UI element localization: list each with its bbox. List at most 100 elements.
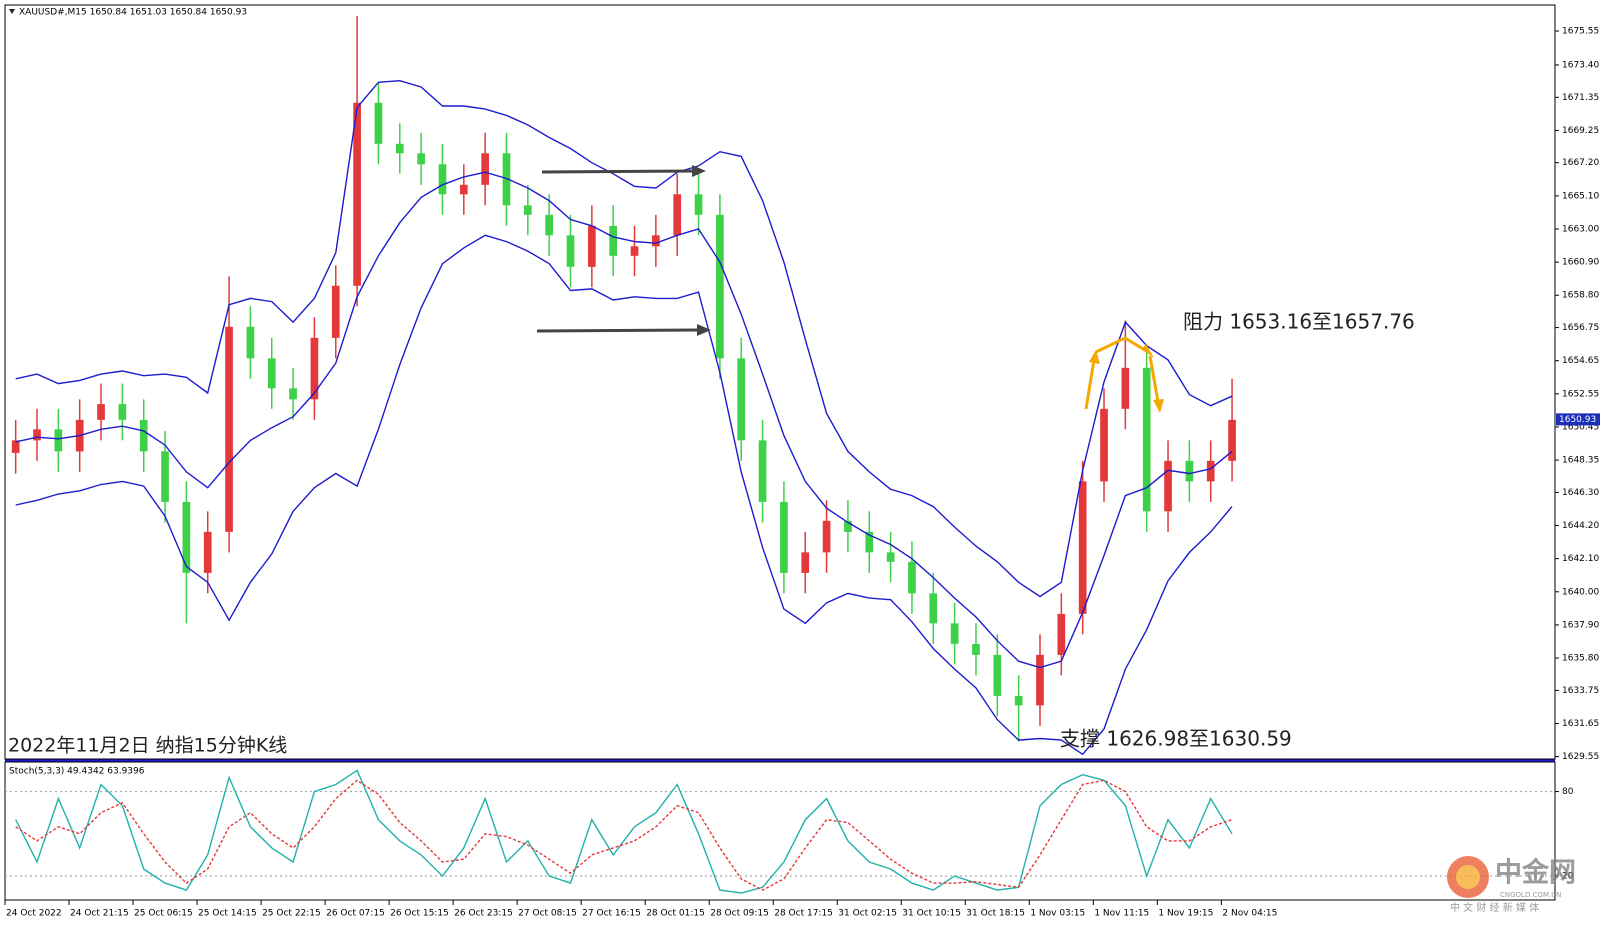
y-tick-label: 1669.25 [1562,126,1599,136]
candle-body [609,225,618,256]
y-tick-label: 1642.10 [1562,554,1599,564]
arrow-head [1089,350,1100,364]
candle-body [566,235,575,267]
series-line [15,234,1233,756]
chart-title: XAUUSD#,M15 1650.84 1651.03 1650.84 1650… [19,8,247,18]
arrow-head [697,324,711,336]
logo-slogan: 中 文 财 经 新 媒 体 [1450,901,1539,914]
candle-body [182,501,191,573]
candle-body [694,194,703,215]
arrow-head [1153,399,1164,413]
candle-body [523,205,532,215]
last-price-box [1556,413,1600,426]
candle-body [737,358,746,441]
candle-body [1036,654,1044,706]
arrow-line [1095,336,1149,354]
candle-body [545,214,554,236]
candle-body [353,102,361,286]
x-tick-label: 27 Oct 08:15 [518,909,577,919]
candle-body [289,388,297,400]
arrow-head [1142,344,1154,358]
x-tick-label: 28 Oct 09:15 [710,909,769,919]
candle-body [1121,367,1130,409]
candle-body [1014,695,1023,706]
support-annotation: 支撑 1626.98至1630.59 [1060,727,1292,751]
candle-body [716,214,724,359]
candle-body [1057,613,1066,655]
y-tick-label: 1637.90 [1562,620,1599,630]
x-tick-label: 25 Oct 22:15 [262,909,321,919]
candle-body [844,520,852,532]
candle-body [908,561,916,594]
x-tick-label: 26 Oct 07:15 [326,909,385,919]
candle-body [993,654,1002,696]
x-tick-label: 31 Oct 10:15 [902,909,961,919]
x-tick-label: 1 Nov 03:15 [1030,909,1085,919]
x-tick-label: 26 Oct 23:15 [454,909,513,919]
candle-body [1078,481,1087,614]
arrows [536,165,1164,413]
candle-body [246,326,255,359]
x-tick-label: 25 Oct 14:15 [198,909,257,919]
candle-body [374,102,383,144]
candle-body [310,337,319,400]
y-tick-label: 1656.75 [1562,323,1599,333]
y-tick-label: 1648.35 [1562,456,1599,466]
y-tick-label: 20 [1562,872,1574,882]
x-tick-label: 1 Nov 11:15 [1094,909,1149,919]
candle-body [161,451,169,502]
candle-body [1206,460,1215,482]
candle-body [459,184,468,195]
candle-body [54,429,63,452]
y-tick-label: 1658.80 [1562,291,1599,301]
candle-body [97,404,105,420]
watermark: 中金网 CNGOLD.COM.CN 中 文 财 经 新 媒 体 [1447,856,1576,914]
x-tick-label: 2 Nov 04:15 [1222,909,1277,919]
x-tick-label: 25 Oct 06:15 [134,909,193,919]
candle-body [950,623,959,644]
x-tick-label: 26 Oct 15:15 [390,909,449,919]
candle-body [822,520,831,553]
y-tick-label: 1629.55 [1562,752,1599,762]
candle-body [673,194,682,236]
candle-body [972,643,980,655]
candle-body [1228,419,1236,461]
arrow-line [1084,359,1096,410]
indicator-title: Stoch(5,3,3) 49.4342 63.9396 [9,767,145,777]
y-tick-label: 80 [1562,787,1574,797]
candle-body [865,531,874,553]
arrow-head [692,165,706,177]
y-tick-label: 1660.90 [1562,258,1599,268]
plot-area: 1675.55 1673.40 1671.35 1669.25 1667.20 1665.… [4,16,1600,919]
y-tick-label: 1644.20 [1562,521,1599,531]
candle-body [758,440,767,502]
y-tick-label: 1640.00 [1562,587,1599,597]
arrow-line [541,169,696,174]
last-price-label: 1650.93 [1559,415,1596,425]
candle-body [1142,367,1151,512]
series-line [15,79,1233,598]
logo-domain: CNGOLD.COM.CN [1500,891,1561,899]
y-tick-label: 1654.65 [1562,356,1599,366]
candle-body [1185,460,1194,482]
y-tick-label: 1650.45 [1562,422,1599,432]
y-tick-label: 1631.65 [1562,719,1599,729]
candle-body [267,358,276,389]
candle-body [438,164,447,195]
candle-body [801,552,810,573]
candle-body [33,429,41,441]
candle-body [929,593,938,624]
x-tick-label: 31 Oct 18:15 [966,909,1025,919]
x-tick-label: 1 Nov 19:15 [1158,909,1213,919]
arrow-line [1148,355,1160,403]
logo-name: 中金网 [1495,857,1576,889]
y-tick-label: 1671.35 [1562,93,1599,103]
stoch-panel-frame [4,761,1556,901]
resistance-annotation: 阻力 1653.16至1657.76 [1183,310,1415,334]
x-tick-label: 27 Oct 16:15 [582,909,641,919]
candle-body [652,235,660,247]
candle-body [1100,408,1108,482]
candle-body [886,552,895,562]
